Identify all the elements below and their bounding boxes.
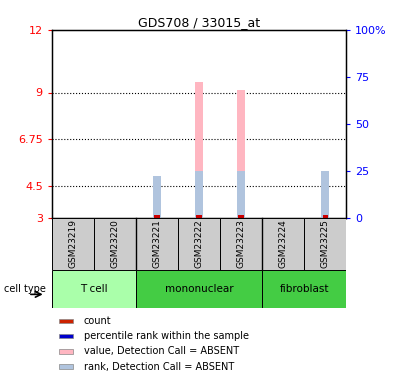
Text: GSM23220: GSM23220	[110, 219, 119, 268]
Bar	[262, 217, 304, 270]
Text: GSM23222: GSM23222	[195, 219, 203, 268]
Text: count: count	[84, 316, 111, 326]
Bar	[153, 186, 161, 218]
Bar	[94, 217, 136, 270]
Bar	[196, 215, 202, 217]
Text: percentile rank within the sample: percentile rank within the sample	[84, 331, 249, 341]
Bar	[59, 349, 73, 354]
Bar	[195, 82, 203, 218]
Bar	[322, 171, 329, 217]
Text: GSM23219: GSM23219	[68, 219, 77, 268]
Bar	[153, 176, 161, 218]
Bar	[59, 319, 73, 323]
Bar	[52, 217, 94, 270]
Text: GSM23224: GSM23224	[279, 219, 288, 268]
Text: value, Detection Call = ABSENT: value, Detection Call = ABSENT	[84, 346, 239, 356]
Bar	[237, 90, 245, 218]
Bar	[237, 171, 245, 217]
Text: cell type: cell type	[4, 284, 46, 294]
Text: rank, Detection Call = ABSENT: rank, Detection Call = ABSENT	[84, 362, 234, 372]
Bar	[195, 171, 203, 217]
Bar	[322, 215, 328, 217]
Text: mononuclear: mononuclear	[165, 284, 233, 294]
Bar	[178, 217, 220, 270]
Text: fibroblast: fibroblast	[279, 284, 329, 294]
Bar	[262, 270, 346, 308]
Bar	[136, 217, 178, 270]
Bar	[220, 217, 262, 270]
Bar	[59, 334, 73, 338]
Text: GSM23221: GSM23221	[152, 219, 162, 268]
Text: GSM23225: GSM23225	[321, 219, 330, 268]
Bar	[238, 215, 244, 217]
Bar	[322, 186, 329, 218]
Bar	[59, 364, 73, 369]
Bar	[154, 215, 160, 217]
Bar	[136, 270, 262, 308]
Text: T cell: T cell	[80, 284, 107, 294]
Bar	[304, 217, 346, 270]
Text: GSM23223: GSM23223	[236, 219, 246, 268]
Bar	[52, 270, 136, 308]
Title: GDS708 / 33015_at: GDS708 / 33015_at	[138, 16, 260, 29]
